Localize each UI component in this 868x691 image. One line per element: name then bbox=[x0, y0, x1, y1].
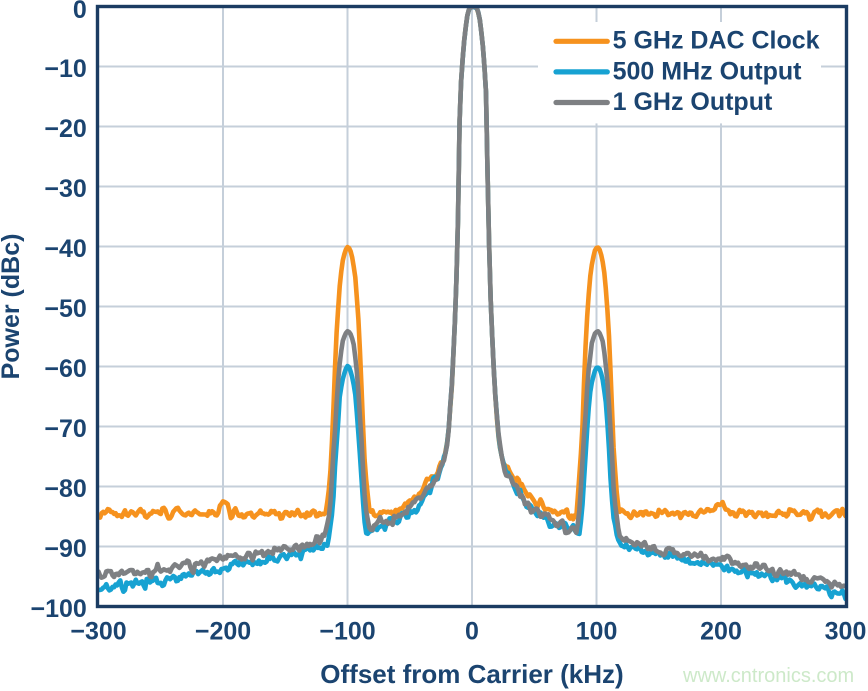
svg-text:www.cntronics.com: www.cntronics.com bbox=[682, 665, 854, 687]
svg-text:5 GHz DAC Clock: 5 GHz DAC Clock bbox=[613, 27, 820, 55]
svg-text:1 GHz Output: 1 GHz Output bbox=[613, 88, 773, 116]
svg-text:200: 200 bbox=[700, 618, 742, 646]
svg-text:−100: −100 bbox=[319, 618, 375, 646]
svg-text:−200: −200 bbox=[195, 618, 251, 646]
svg-text:300: 300 bbox=[825, 618, 867, 646]
svg-text:Power (dBc): Power (dBc) bbox=[0, 234, 25, 380]
svg-text:−100: −100 bbox=[30, 595, 86, 623]
svg-text:−40: −40 bbox=[44, 235, 86, 263]
svg-text:100: 100 bbox=[576, 618, 618, 646]
svg-text:Offset from Carrier (kHz): Offset from Carrier (kHz) bbox=[320, 659, 623, 689]
svg-text:−30: −30 bbox=[44, 175, 86, 203]
svg-text:−300: −300 bbox=[70, 618, 126, 646]
svg-text:0: 0 bbox=[465, 618, 479, 646]
svg-text:−80: −80 bbox=[44, 475, 86, 503]
svg-text:−10: −10 bbox=[44, 55, 86, 83]
svg-text:−60: −60 bbox=[44, 355, 86, 383]
svg-text:0: 0 bbox=[73, 0, 87, 24]
svg-text:−20: −20 bbox=[44, 115, 86, 143]
svg-text:−90: −90 bbox=[44, 535, 86, 563]
svg-text:500 MHz Output: 500 MHz Output bbox=[613, 57, 803, 85]
svg-text:−70: −70 bbox=[44, 415, 86, 443]
svg-text:−50: −50 bbox=[44, 295, 86, 323]
